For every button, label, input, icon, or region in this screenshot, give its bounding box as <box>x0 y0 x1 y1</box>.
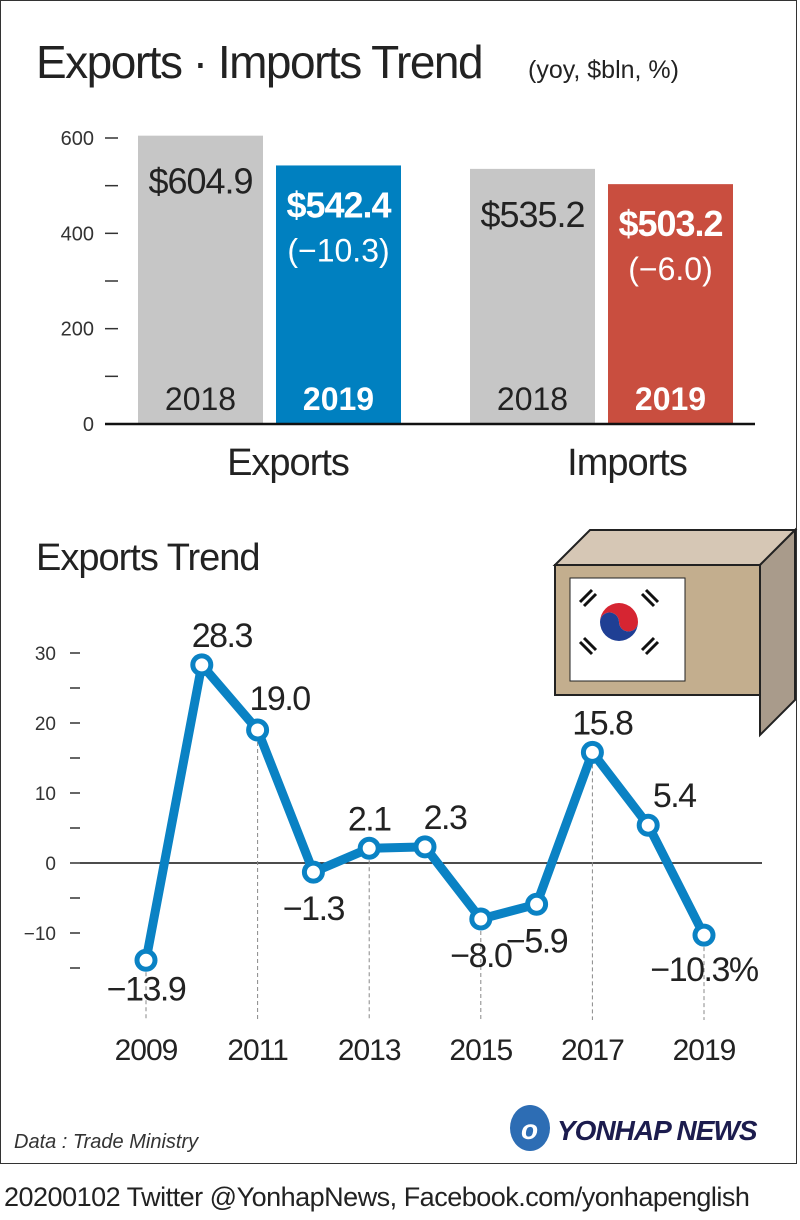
data-label-2013: 2.1 <box>348 800 391 838</box>
data-label-2009: −13.9 <box>107 970 186 1008</box>
data-label-2012: −1.3 <box>283 890 345 928</box>
data-label-2010: 28.3 <box>192 617 253 655</box>
x-tick-label: 2019 <box>673 1034 736 1067</box>
data-point-2017 <box>580 740 604 764</box>
bar-value-label: $604.9 <box>148 161 252 202</box>
bar-year-label: 2019 <box>635 381 706 417</box>
bar-imports-2019 <box>608 184 733 424</box>
y-tick-label: 200 <box>61 319 94 341</box>
bar-year-label: 2018 <box>165 381 236 417</box>
data-label-2018: 5.4 <box>653 777 696 815</box>
data-point-2009 <box>134 948 158 972</box>
y-tick-label: 20 <box>35 714 56 735</box>
data-point-2010 <box>190 653 214 677</box>
data-point-2016 <box>525 892 549 916</box>
data-point-2018 <box>636 813 660 837</box>
y-tick-label: 30 <box>35 644 56 665</box>
data-label-2015: −8.0 <box>450 937 512 975</box>
y-tick-label: 400 <box>61 223 94 245</box>
y-tick-label: 600 <box>61 128 94 150</box>
data-point-2014 <box>413 835 437 859</box>
bar-imports-2018 <box>470 168 595 424</box>
bar-exports-2019 <box>276 165 401 424</box>
bar-value-label: $542.4 <box>286 184 391 225</box>
y-tick-label: 10 <box>35 784 56 805</box>
data-point-2012 <box>301 860 325 884</box>
line-chart-title: Exports Trend <box>36 537 260 579</box>
x-tick-label: 2015 <box>449 1034 512 1067</box>
logo-text: YONHAP NEWS <box>557 1115 758 1146</box>
x-tick-label: 2013 <box>338 1034 401 1067</box>
data-point-2011 <box>246 718 270 742</box>
bar-exports-2018 <box>138 135 263 424</box>
x-tick-label: 2017 <box>561 1034 624 1067</box>
chart-title: Exports · Imports Trend <box>36 36 482 88</box>
bar-value-label: $503.2 <box>618 203 722 244</box>
data-label-2017: 15.8 <box>572 704 633 742</box>
bar-change-label: (−10.3) <box>287 232 389 268</box>
data-label-2016: −5.9 <box>506 922 568 960</box>
data-point-2019 <box>692 923 716 947</box>
y-tick-label: 0 <box>83 414 94 436</box>
bar-value-label: $535.2 <box>480 194 584 235</box>
frame <box>0 0 797 1164</box>
group-label: Imports <box>567 442 687 484</box>
data-label-2014: 2.3 <box>424 799 467 837</box>
data-label-2011: 19.0 <box>250 680 311 718</box>
x-tick-label: 2009 <box>115 1034 178 1067</box>
yonhap-logo: o YONHAP NEWS <box>510 1105 759 1151</box>
data-point-2015 <box>469 907 493 931</box>
source-note: Data : Trade Ministry <box>14 1131 199 1153</box>
chart-subtitle: (yoy, $bln, %) <box>528 56 679 84</box>
box-with-korean-flag-icon <box>552 527 798 738</box>
bar-year-label: 2019 <box>303 381 374 417</box>
data-point-2013 <box>357 836 381 860</box>
bar-year-label: 2018 <box>497 381 568 417</box>
x-tick-label: 2011 <box>227 1034 288 1067</box>
svg-text:o: o <box>521 1114 538 1145</box>
bar-change-label: (−6.0) <box>628 251 712 287</box>
data-label-2019: −10.3% <box>650 951 759 989</box>
y-tick-label: −10 <box>24 924 56 945</box>
footer-credits: 20200102 Twitter @YonhapNews, Facebook.c… <box>4 1182 750 1212</box>
y-tick-label: 0 <box>45 854 56 875</box>
group-label: Exports <box>227 442 349 484</box>
